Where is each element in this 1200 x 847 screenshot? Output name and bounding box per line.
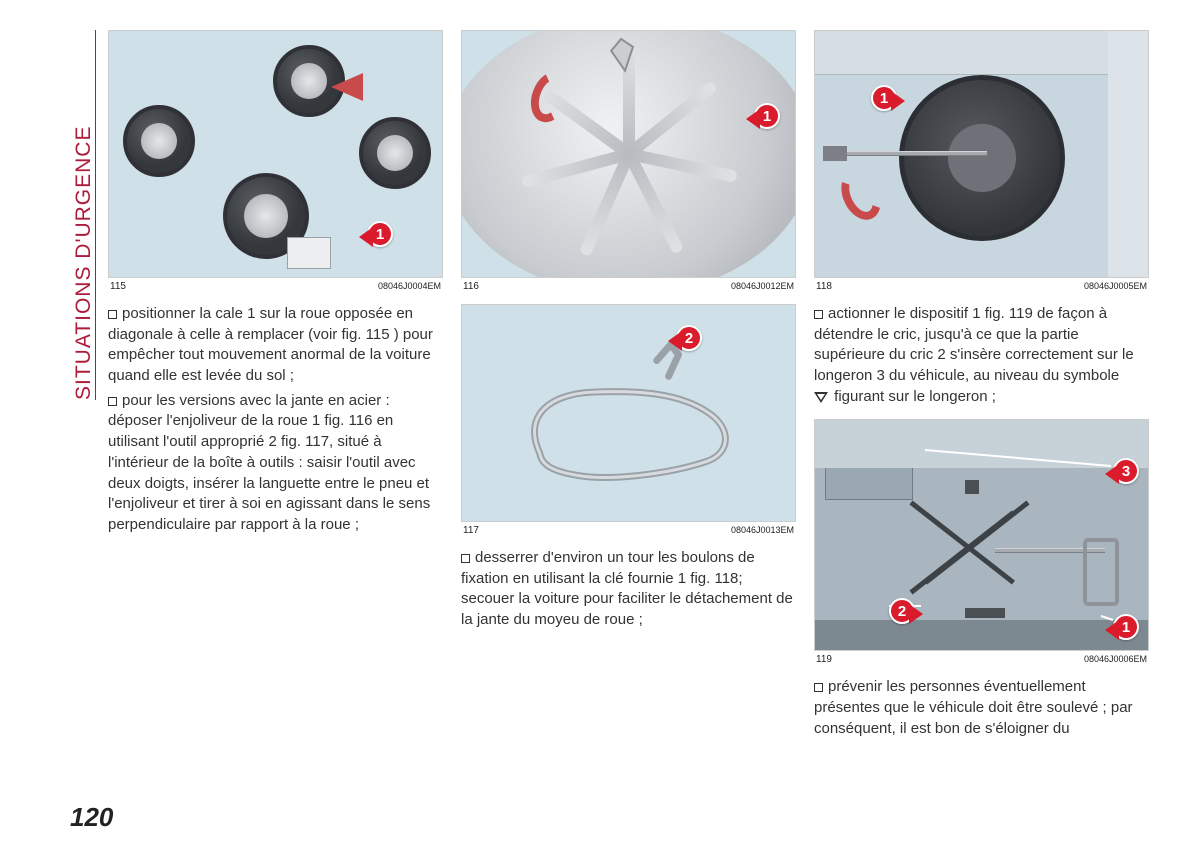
section-title-vertical: SITUATIONS D'URGENCE	[72, 30, 96, 400]
paragraph: positionner la cale 1 sur la roue opposé…	[108, 304, 443, 387]
rotation-arrow-icon	[834, 164, 889, 226]
paragraph: desserrer d'environ un tour les boulons …	[461, 548, 796, 631]
bullet-icon	[461, 554, 470, 563]
column-2: 1 116 08046J0012EM 2 117 08046J0013EM de…	[461, 30, 796, 744]
column-3: 1 118 08046J0005EM actionner le disposit…	[814, 30, 1149, 744]
bullet-icon	[108, 310, 117, 319]
figure-117-caption: 117 08046J0013EM	[461, 522, 796, 536]
figure-115-caption: 115 08046J0004EM	[108, 278, 443, 292]
figure-number: 119	[816, 654, 832, 665]
figure-115: 1	[108, 30, 443, 278]
callout-1: 1	[871, 85, 897, 111]
page-number: 120	[70, 802, 113, 833]
direction-arrow-icon	[331, 73, 363, 101]
callout-1: 1	[367, 221, 393, 247]
triangle-down-icon	[814, 392, 828, 403]
callout-1: 1	[754, 103, 780, 129]
figure-code: 08046J0005EM	[1084, 281, 1147, 292]
paragraph: pour les versions avec la jante en acier…	[108, 391, 443, 536]
bullet-icon	[108, 397, 117, 406]
callout-2: 2	[889, 598, 915, 624]
paragraph: prévenir les personnes éventuellement pr…	[814, 677, 1149, 739]
figure-code: 08046J0006EM	[1084, 654, 1147, 665]
figure-code: 08046J0004EM	[378, 281, 441, 292]
figure-code: 08046J0013EM	[731, 525, 794, 536]
figure-number: 117	[463, 525, 479, 536]
figure-116-caption: 116 08046J0012EM	[461, 278, 796, 292]
figure-number: 116	[463, 281, 479, 292]
column-1: 1 115 08046J0004EM positionner la cale 1…	[108, 30, 443, 744]
bullet-icon	[814, 683, 823, 692]
figure-116: 1	[461, 30, 796, 278]
figure-code: 08046J0012EM	[731, 281, 794, 292]
paragraph: actionner le dispositif 1 fig. 119 de fa…	[814, 304, 1149, 407]
figure-119: 3 2 1	[814, 419, 1149, 651]
bullet-icon	[814, 310, 823, 319]
figure-119-caption: 119 08046J0006EM	[814, 651, 1149, 665]
figure-number: 115	[110, 281, 126, 292]
figure-number: 118	[816, 281, 832, 292]
callout-2: 2	[676, 325, 702, 351]
figure-118-caption: 118 08046J0005EM	[814, 278, 1149, 292]
figure-118: 1	[814, 30, 1149, 278]
figure-117: 2	[461, 304, 796, 522]
page-content: 1 115 08046J0004EM positionner la cale 1…	[108, 30, 1168, 744]
